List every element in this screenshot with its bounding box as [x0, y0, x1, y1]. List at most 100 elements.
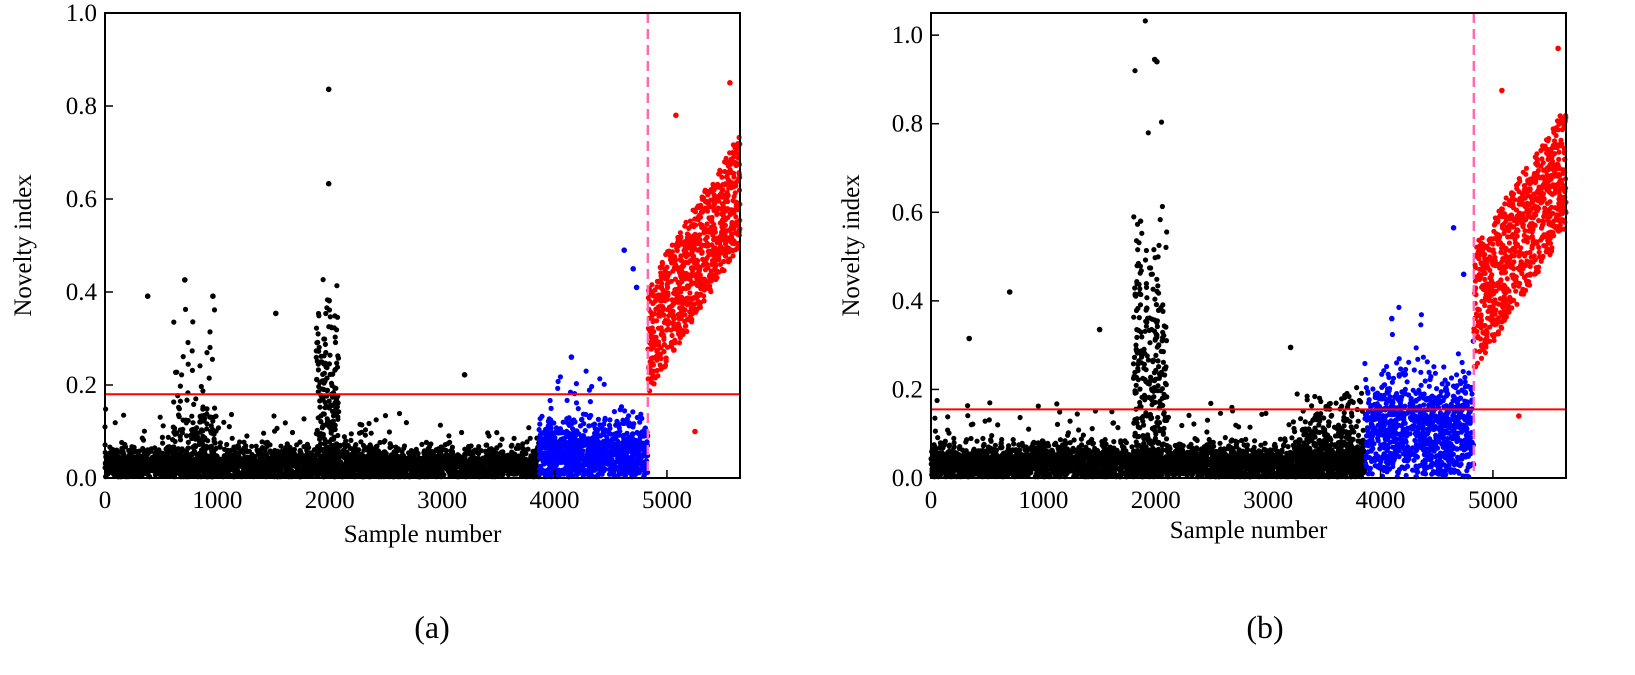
data-point — [526, 425, 532, 431]
data-point — [115, 456, 122, 462]
data-point — [664, 264, 670, 270]
data-point — [175, 458, 181, 465]
data-point — [179, 430, 185, 436]
data-point — [485, 470, 491, 476]
data-point — [597, 422, 603, 428]
data-point — [264, 439, 270, 445]
data-point — [283, 445, 289, 451]
data-point — [582, 428, 588, 434]
data-point — [323, 403, 329, 409]
data-point — [622, 455, 629, 461]
data-point — [332, 339, 339, 346]
data-point — [209, 356, 215, 362]
data-point — [583, 368, 589, 374]
data-point — [211, 436, 217, 442]
data-point — [189, 431, 195, 437]
data-point — [578, 451, 584, 457]
data-point — [371, 466, 377, 472]
data-point — [180, 417, 186, 423]
data-point — [282, 420, 288, 426]
data-point — [243, 447, 249, 454]
data-point — [165, 434, 171, 440]
data-point — [642, 464, 648, 470]
data-point — [192, 461, 198, 467]
data-point — [329, 371, 336, 377]
data-point — [189, 348, 195, 354]
data-point — [398, 453, 404, 460]
data-point — [523, 466, 530, 472]
data-point — [550, 441, 556, 447]
data-point — [319, 378, 325, 384]
data-point — [221, 419, 227, 425]
data-point — [306, 453, 312, 459]
data-point — [438, 445, 444, 451]
data-point — [484, 442, 490, 448]
data-point — [620, 451, 626, 457]
data-point — [323, 422, 329, 428]
data-point — [331, 402, 337, 408]
data-point — [509, 449, 515, 455]
data-point — [324, 416, 330, 422]
data-point — [499, 471, 505, 477]
data-point — [171, 319, 177, 325]
data-point — [630, 409, 636, 415]
data-point — [160, 423, 166, 429]
data-point — [317, 432, 323, 438]
data-point — [419, 465, 425, 471]
data-point — [281, 471, 287, 477]
data-point — [637, 419, 643, 425]
data-point — [556, 441, 562, 447]
data-point — [555, 385, 561, 391]
data-point — [422, 471, 428, 477]
data-point — [175, 468, 181, 474]
data-point — [590, 422, 596, 428]
data-point — [595, 416, 602, 422]
data-point — [373, 417, 379, 423]
data-point — [545, 418, 552, 424]
data-point — [251, 463, 257, 469]
data-point — [112, 467, 118, 474]
data-point — [382, 413, 389, 419]
data-point — [278, 443, 284, 449]
data-point — [191, 401, 197, 407]
data-point — [317, 454, 324, 460]
data-point — [171, 399, 177, 405]
data-point — [426, 444, 433, 450]
data-point — [630, 438, 636, 444]
data-point — [544, 428, 551, 434]
data-point — [359, 422, 365, 428]
data-point — [141, 428, 147, 434]
data-point — [291, 454, 297, 460]
data-point — [112, 420, 118, 426]
data-point — [323, 349, 329, 356]
data-point — [243, 443, 249, 449]
data-point — [622, 437, 628, 443]
data-point — [122, 441, 128, 448]
data-point — [499, 449, 505, 455]
data-point — [622, 408, 628, 414]
data-point — [132, 448, 138, 454]
data-point — [641, 433, 647, 439]
data-point — [232, 460, 238, 467]
data-point — [401, 443, 408, 449]
data-point — [190, 420, 196, 426]
data-point — [357, 469, 363, 475]
data-point — [560, 419, 566, 425]
data-point — [445, 441, 451, 447]
data-point — [178, 448, 184, 454]
data-point — [485, 430, 491, 436]
data-point — [400, 470, 406, 476]
data-point — [332, 467, 338, 473]
data-point — [366, 420, 372, 427]
data-point — [483, 454, 489, 460]
data-point — [575, 406, 581, 412]
data-point — [691, 223, 697, 230]
data-point — [204, 350, 210, 356]
data-point — [176, 414, 182, 420]
data-point — [185, 439, 191, 445]
data-point — [418, 456, 424, 463]
data-point — [226, 424, 232, 430]
data-point — [189, 413, 195, 419]
data-point — [249, 469, 255, 475]
data-point — [120, 448, 126, 455]
